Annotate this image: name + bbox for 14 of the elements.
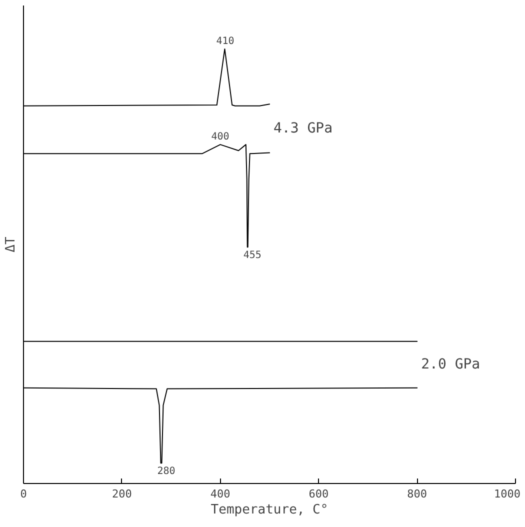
x-tick-label: 200 (112, 488, 132, 500)
x-tick-label: 800 (407, 488, 428, 500)
annotation: 2.0 GPa (421, 356, 480, 373)
x-tick-label: 0 (20, 488, 27, 500)
annotation: 4.3 GPa (274, 120, 333, 136)
annotation: 455 (243, 250, 262, 262)
x-tick-label: 400 (210, 488, 230, 500)
annotation: 280 (157, 466, 176, 478)
x-tick-label: 600 (308, 488, 329, 500)
x-axis-title: Temperature, C° (210, 502, 328, 518)
y-axis-title: ΔT (4, 236, 18, 252)
x-tick-label: 1000 (494, 488, 521, 500)
annotation: 410 (216, 36, 234, 47)
annotation: 400 (211, 132, 230, 143)
